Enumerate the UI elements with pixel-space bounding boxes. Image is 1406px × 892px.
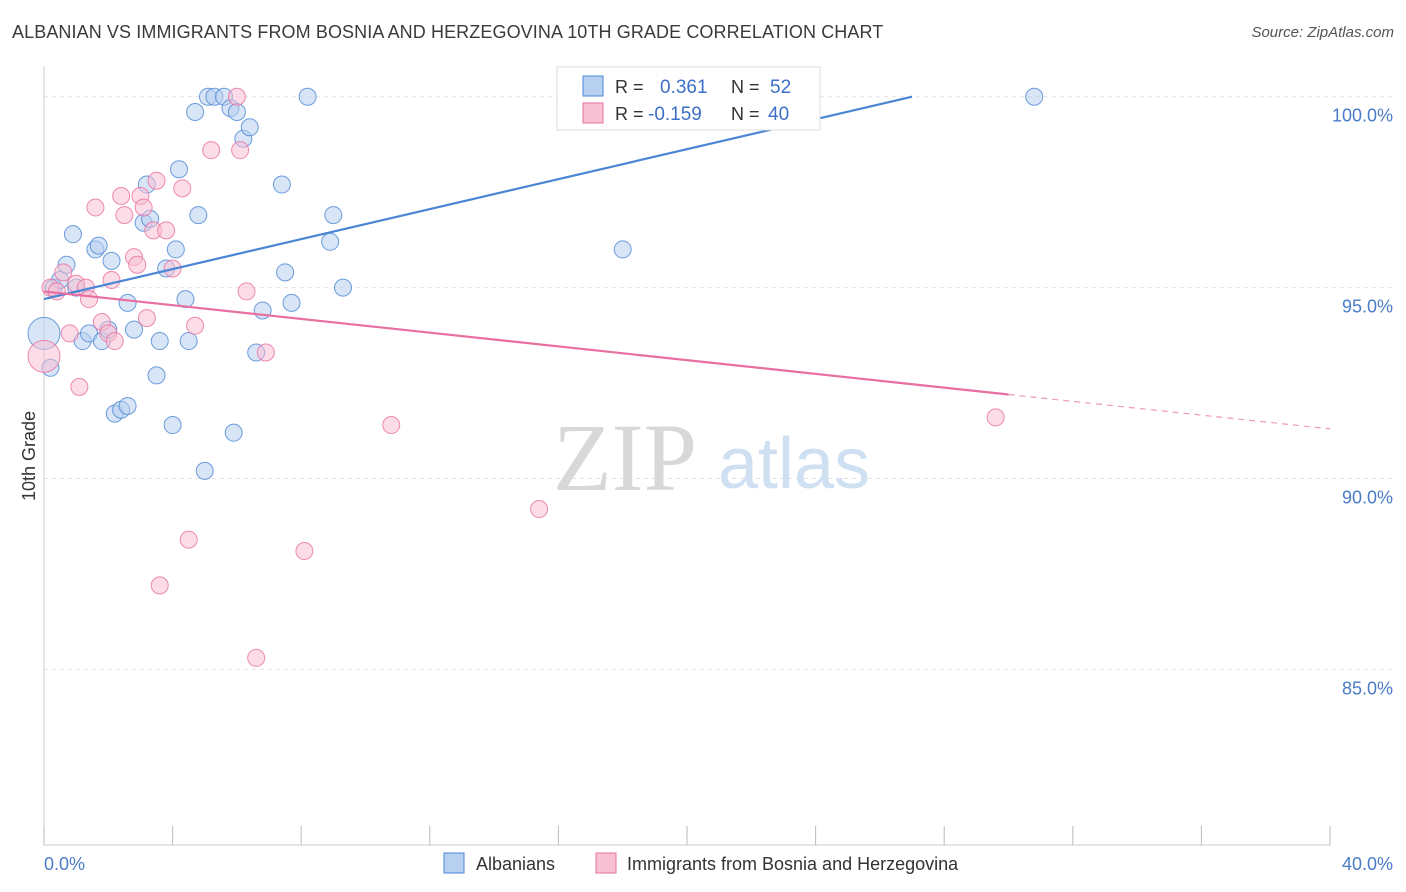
point-albanians-44 <box>276 263 295 282</box>
point-bosnia-17 <box>128 255 147 274</box>
stats-r-value-1: -0.159 <box>648 104 702 125</box>
point-bosnia-28 <box>186 316 205 335</box>
y-tick-label-90: 90.0% <box>1342 487 1393 507</box>
point-albanians-10 <box>89 236 108 255</box>
point-bosnia-19 <box>134 198 153 217</box>
point-albanians-45 <box>282 293 301 312</box>
point-bosnia-32 <box>237 282 256 301</box>
point-albanians-25 <box>163 416 182 435</box>
point-albanians-51 <box>1025 87 1044 106</box>
point-albanians-27 <box>170 160 189 179</box>
point-bosnia-6 <box>70 377 89 396</box>
x-tick-label-min: 0.0% <box>44 854 85 874</box>
point-albanians-38 <box>227 102 246 121</box>
point-bosnia-23 <box>150 576 169 595</box>
point-albanians-37 <box>224 423 243 442</box>
point-albanians-30 <box>186 102 205 121</box>
stats-n-label-0: N = <box>731 77 760 97</box>
source-label: Source: ZipAtlas.com <box>1251 24 1394 41</box>
point-albanians-43 <box>272 175 291 194</box>
legend-swatch-albanians <box>443 852 465 874</box>
point-bosnia-36 <box>382 416 401 435</box>
y-tick-label-95: 95.0% <box>1342 297 1393 317</box>
legend-label-bosnia: Immigrants from Bosnia and Herzegovina <box>627 854 959 874</box>
point-albanians-26 <box>166 240 185 259</box>
point-bosnia-22 <box>147 171 166 190</box>
point-bosnia-0 <box>27 339 61 373</box>
point-bosnia-8 <box>80 290 99 309</box>
point-albanians-50 <box>613 240 632 259</box>
point-bosnia-33 <box>247 648 266 667</box>
point-bosnia-20 <box>137 309 156 328</box>
point-albanians-29 <box>179 332 198 351</box>
axes <box>43 66 1331 846</box>
point-bosnia-26 <box>173 179 192 198</box>
point-albanians-13 <box>102 251 121 270</box>
point-albanians-18 <box>125 320 144 339</box>
stats-n-value-1: 40 <box>768 104 789 125</box>
point-albanians-16 <box>118 396 137 415</box>
point-bosnia-15 <box>115 206 134 225</box>
x-tick-label-max: 40.0% <box>1342 854 1393 874</box>
tick-labels: 85.0% 90.0% 95.0% 100.0% 0.0% 40.0% <box>44 106 1393 874</box>
y-tick-label-100: 100.0% <box>1332 106 1393 126</box>
point-bosnia-14 <box>112 186 131 205</box>
watermark-zip: ZIP <box>553 404 697 511</box>
point-bosnia-35 <box>295 542 314 561</box>
legend-swatch-bosnia <box>595 852 617 874</box>
point-bosnia-37 <box>530 500 549 519</box>
trend-extension-bosnia <box>1008 393 1331 430</box>
point-albanians-46 <box>298 87 317 106</box>
point-albanians-49 <box>333 278 352 297</box>
bottom-legend: Albanians Immigrants from Bosnia and Her… <box>443 852 959 874</box>
point-bosnia-29 <box>202 141 221 160</box>
point-bosnia-30 <box>227 87 246 106</box>
point-albanians-31 <box>189 206 208 225</box>
point-albanians-22 <box>147 366 166 385</box>
point-bosnia-9 <box>86 198 105 217</box>
point-albanians-48 <box>324 206 343 225</box>
point-bosnia-39 <box>986 408 1005 427</box>
stats-r-label-0: R = <box>615 77 644 97</box>
stats-n-label-1: N = <box>731 104 760 124</box>
chart-title: ALBANIAN VS IMMIGRANTS FROM BOSNIA AND H… <box>12 22 884 42</box>
point-albanians-17 <box>118 293 137 312</box>
point-bosnia-4 <box>60 324 79 343</box>
point-albanians-40 <box>240 118 259 137</box>
y-tick-label-85: 85.0% <box>1342 678 1393 698</box>
gridlines <box>44 96 1392 670</box>
point-bosnia-27 <box>179 530 198 549</box>
point-albanians-23 <box>150 332 169 351</box>
point-bosnia-34 <box>256 343 275 362</box>
point-albanians-5 <box>63 225 82 244</box>
stats-r-value-0: 0.361 <box>660 77 708 98</box>
legend-label-albanians: Albanians <box>476 854 555 874</box>
stats-legend-swatch-pink <box>582 102 604 124</box>
point-bosnia-12 <box>102 270 121 289</box>
point-bosnia-13 <box>105 332 124 351</box>
point-bosnia-3 <box>54 263 73 282</box>
stats-legend-swatch-blue <box>582 75 604 97</box>
point-albanians-32 <box>195 461 214 480</box>
point-bosnia-31 <box>231 141 250 160</box>
watermark-atlas: atlas <box>718 424 870 504</box>
point-albanians-47 <box>321 232 340 251</box>
y-axis-label: 10th Grade <box>19 411 39 501</box>
stats-legend: R = 0.361 N = 52 R = -0.159 N = 40 <box>556 66 821 131</box>
point-bosnia-24 <box>157 221 176 240</box>
stats-n-value-0: 52 <box>770 77 791 98</box>
watermark: ZIP atlas <box>553 404 870 511</box>
stats-r-label-1: R = <box>615 104 644 124</box>
trend-line-bosnia <box>43 290 1009 396</box>
data-points <box>27 87 1044 667</box>
